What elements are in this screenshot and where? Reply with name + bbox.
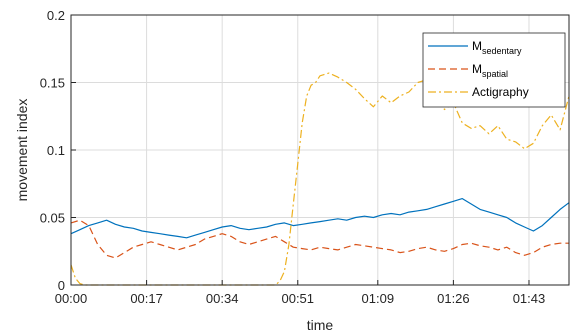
legend-label-main: Actigraphy: [472, 85, 529, 99]
x-tick-label: 01:09: [362, 291, 395, 306]
x-tick-label: 00:51: [281, 291, 314, 306]
legend-label-main: M: [472, 62, 482, 76]
legend-label-main: M: [472, 39, 482, 53]
x-tick-label: 01:26: [437, 291, 470, 306]
y-axis-label: movement index: [14, 99, 30, 202]
legend-label-sedentary: Msedentary: [472, 39, 522, 56]
x-axis-label: time: [307, 317, 334, 333]
x-tick-label: 00:00: [55, 291, 88, 306]
series-line-spatial: [70, 219, 569, 259]
x-tick-label: 01:43: [513, 291, 546, 306]
legend-label-spatial: Mspatial: [472, 62, 508, 79]
y-axis-ticks: 0 0.05 0.1 0.15 0.2: [40, 8, 76, 293]
y-tick-label: 0.15: [40, 76, 65, 91]
y-tick-label: 0: [58, 278, 65, 293]
legend-label-actigraphy: Actigraphy: [472, 85, 529, 99]
x-tick-label: 00:34: [206, 291, 239, 306]
x-tick-label: 00:17: [130, 291, 163, 306]
legend-box: [422, 32, 566, 108]
series-lines: [70, 72, 570, 286]
x-axis-ticks: 00:00 00:17 00:34 00:51 01:09 01:26 01:43: [55, 280, 546, 306]
y-tick-label: 0.2: [47, 8, 65, 23]
legend-label-subscript: sedentary: [482, 46, 522, 56]
legend-label-subscript: spatial: [482, 69, 508, 79]
series-line-actigraphy: [70, 72, 570, 286]
y-tick-label: 0.1: [47, 143, 65, 158]
series-line-sedentary: [70, 198, 570, 239]
y-tick-label: 0.05: [40, 211, 65, 226]
